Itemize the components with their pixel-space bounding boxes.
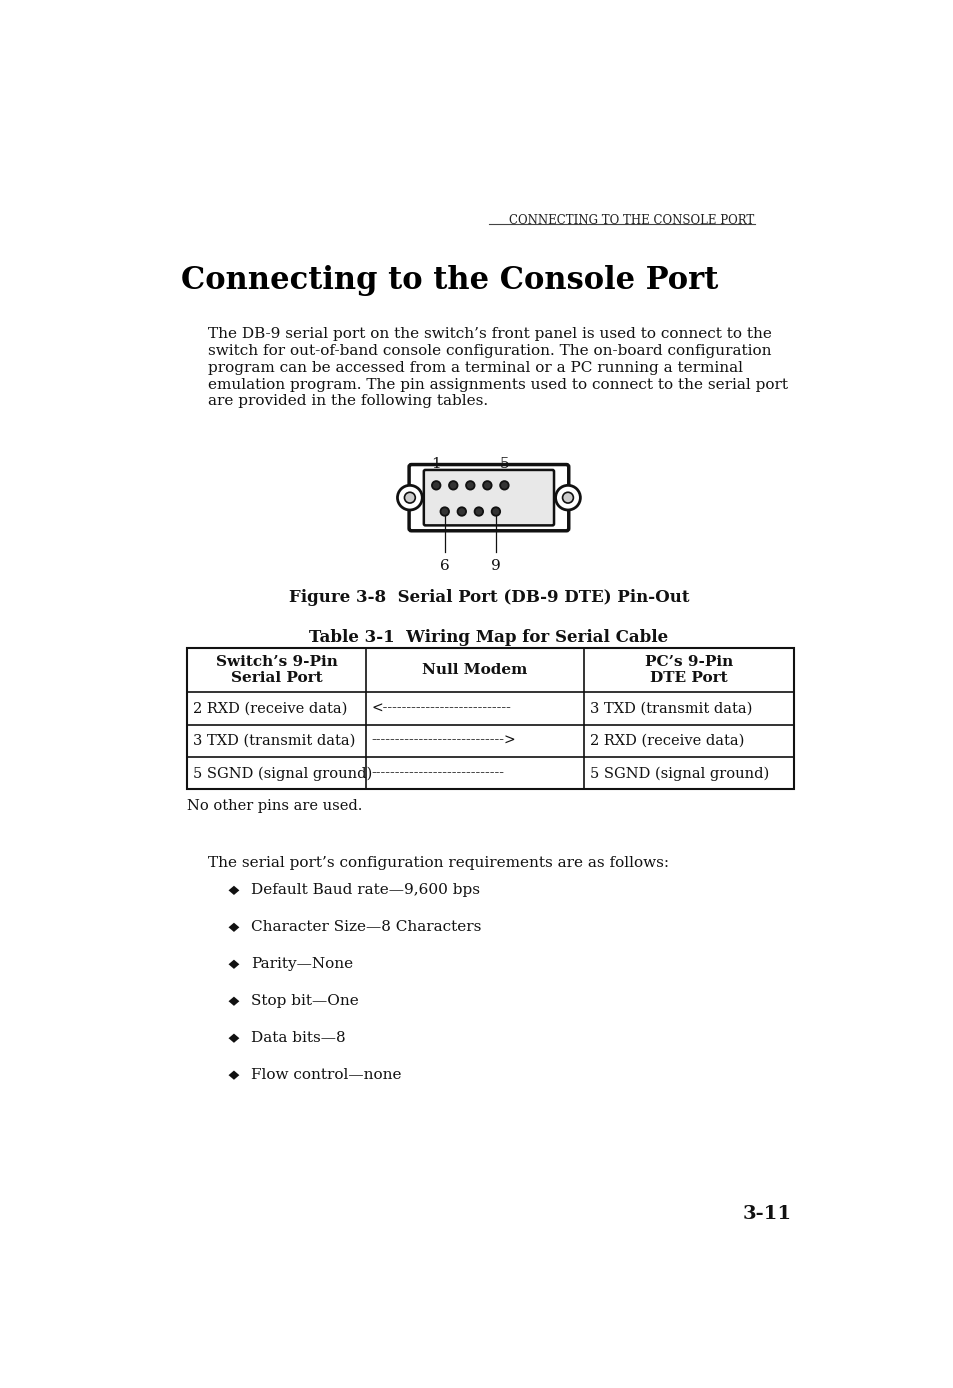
Text: 9: 9 <box>491 559 500 573</box>
Circle shape <box>482 482 491 490</box>
Circle shape <box>555 486 579 509</box>
Text: 5 SGND (signal ground): 5 SGND (signal ground) <box>589 766 768 780</box>
Polygon shape <box>229 1034 239 1042</box>
Text: Null Modem: Null Modem <box>422 663 527 677</box>
Text: Parity—None: Parity—None <box>251 958 353 972</box>
Text: Connecting to the Console Port: Connecting to the Console Port <box>181 265 718 296</box>
Circle shape <box>397 486 422 509</box>
Text: CONNECTING TO THE CONSOLE PORT: CONNECTING TO THE CONSOLE PORT <box>509 214 754 228</box>
FancyBboxPatch shape <box>409 465 568 530</box>
FancyBboxPatch shape <box>423 471 554 526</box>
Text: 3 TXD (transmit data): 3 TXD (transmit data) <box>589 702 751 716</box>
Circle shape <box>466 482 474 490</box>
Text: 2 RXD (receive data): 2 RXD (receive data) <box>193 702 347 716</box>
Text: No other pins are used.: No other pins are used. <box>187 798 362 813</box>
Circle shape <box>449 482 457 490</box>
Text: 1: 1 <box>431 458 440 472</box>
Text: Default Baud rate—9,600 bps: Default Baud rate—9,600 bps <box>251 883 479 898</box>
Text: The serial port’s configuration requirements are as follows:: The serial port’s configuration requirem… <box>208 856 669 870</box>
Text: Data bits—8: Data bits—8 <box>251 1031 345 1045</box>
Circle shape <box>432 482 440 490</box>
Polygon shape <box>229 923 239 931</box>
Circle shape <box>440 507 449 516</box>
Text: emulation program. The pin assignments used to connect to the serial port: emulation program. The pin assignments u… <box>208 378 787 391</box>
Circle shape <box>474 507 482 516</box>
Text: are provided in the following tables.: are provided in the following tables. <box>208 394 488 408</box>
Polygon shape <box>229 997 239 1006</box>
Text: The DB-9 serial port on the switch’s front panel is used to connect to the: The DB-9 serial port on the switch’s fro… <box>208 326 771 340</box>
Text: switch for out-of-band console configuration. The on-board configuration: switch for out-of-band console configura… <box>208 344 771 358</box>
Text: PC’s 9-Pin
DTE Port: PC’s 9-Pin DTE Port <box>644 655 732 686</box>
Circle shape <box>499 482 508 490</box>
Text: 3-11: 3-11 <box>742 1205 791 1223</box>
Text: 5: 5 <box>499 458 509 472</box>
Text: Figure 3-8  Serial Port (DB-9 DTE) Pin-Out: Figure 3-8 Serial Port (DB-9 DTE) Pin-Ou… <box>289 589 688 605</box>
Circle shape <box>457 507 466 516</box>
Circle shape <box>491 507 499 516</box>
Text: ----------------------------: ---------------------------- <box>371 766 503 780</box>
Text: <---------------------------: <--------------------------- <box>371 702 511 716</box>
Text: Table 3-1  Wiring Map for Serial Cable: Table 3-1 Wiring Map for Serial Cable <box>309 629 668 645</box>
Bar <box>187 648 793 790</box>
Text: 2 RXD (receive data): 2 RXD (receive data) <box>589 734 743 748</box>
Text: Stop bit—One: Stop bit—One <box>251 994 358 1008</box>
Text: 5 SGND (signal ground): 5 SGND (signal ground) <box>193 766 372 780</box>
Text: Flow control—none: Flow control—none <box>251 1069 401 1083</box>
Polygon shape <box>229 959 239 969</box>
Circle shape <box>404 493 415 502</box>
Text: 3 TXD (transmit data): 3 TXD (transmit data) <box>193 734 355 748</box>
Polygon shape <box>229 1070 239 1080</box>
Text: Character Size—8 Characters: Character Size—8 Characters <box>251 920 481 934</box>
Text: ---------------------------->: ----------------------------> <box>371 734 516 748</box>
Circle shape <box>562 493 573 502</box>
Text: Switch’s 9-Pin
Serial Port: Switch’s 9-Pin Serial Port <box>215 655 337 686</box>
Text: 6: 6 <box>439 559 449 573</box>
Text: program can be accessed from a terminal or a PC running a terminal: program can be accessed from a terminal … <box>208 361 742 375</box>
Polygon shape <box>229 886 239 895</box>
